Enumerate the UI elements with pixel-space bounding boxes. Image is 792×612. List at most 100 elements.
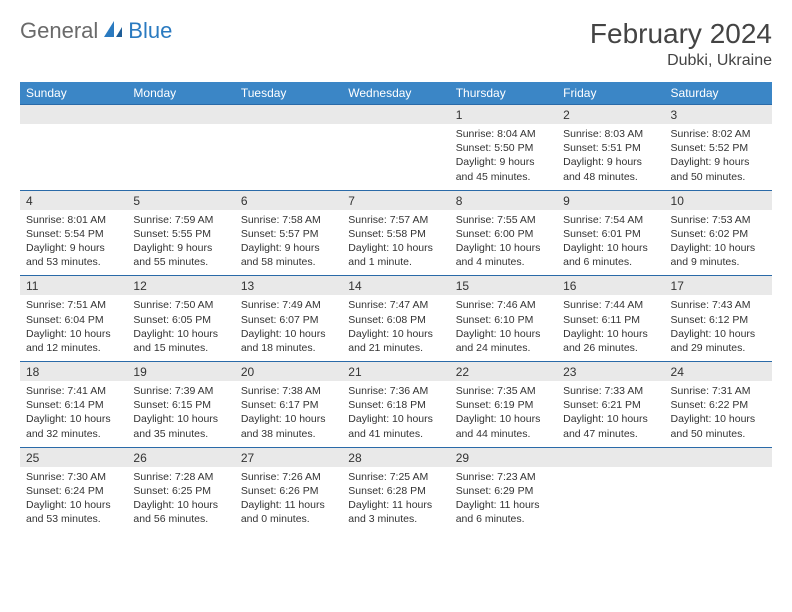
detail-line-ss: Sunset: 6:05 PM xyxy=(133,313,228,327)
detail-line-sr: Sunrise: 7:31 AM xyxy=(671,384,766,398)
detail-line-d2: and 55 minutes. xyxy=(133,255,228,269)
month-title: February 2024 xyxy=(590,18,772,50)
date-detail-cell: Sunrise: 7:54 AMSunset: 6:01 PMDaylight:… xyxy=(557,210,664,276)
page-header: General Blue February 2024 Dubki, Ukrain… xyxy=(20,18,772,70)
detail-line-d2: and 21 minutes. xyxy=(348,341,443,355)
detail-line-sr: Sunrise: 7:57 AM xyxy=(348,213,443,227)
detail-line-d2: and 45 minutes. xyxy=(456,170,551,184)
date-number-cell: 23 xyxy=(557,362,664,382)
detail-line-d2: and 50 minutes. xyxy=(671,170,766,184)
date-number-cell: 29 xyxy=(450,447,557,467)
detail-line-sr: Sunrise: 7:46 AM xyxy=(456,298,551,312)
detail-line-ss: Sunset: 6:01 PM xyxy=(563,227,658,241)
date-number-cell: 16 xyxy=(557,276,664,296)
weekday-header: Thursday xyxy=(450,82,557,105)
detail-line-ss: Sunset: 6:11 PM xyxy=(563,313,658,327)
detail-line-sr: Sunrise: 7:53 AM xyxy=(671,213,766,227)
detail-line-sr: Sunrise: 7:58 AM xyxy=(241,213,336,227)
detail-line-d2: and 32 minutes. xyxy=(26,427,121,441)
detail-line-sr: Sunrise: 7:43 AM xyxy=(671,298,766,312)
detail-line-ss: Sunset: 6:08 PM xyxy=(348,313,443,327)
detail-line-sr: Sunrise: 7:35 AM xyxy=(456,384,551,398)
detail-line-ss: Sunset: 6:07 PM xyxy=(241,313,336,327)
detail-line-sr: Sunrise: 7:54 AM xyxy=(563,213,658,227)
date-detail-cell: Sunrise: 8:01 AMSunset: 5:54 PMDaylight:… xyxy=(20,210,127,276)
date-number-cell: 3 xyxy=(665,105,772,125)
date-number-cell: 6 xyxy=(235,190,342,210)
detail-line-d1: Daylight: 10 hours xyxy=(241,327,336,341)
date-detail-cell: Sunrise: 7:57 AMSunset: 5:58 PMDaylight:… xyxy=(342,210,449,276)
date-number-cell: 13 xyxy=(235,276,342,296)
date-number-cell: 2 xyxy=(557,105,664,125)
detail-line-ss: Sunset: 6:29 PM xyxy=(456,484,551,498)
date-number-cell: 11 xyxy=(20,276,127,296)
detail-line-d2: and 4 minutes. xyxy=(456,255,551,269)
date-detail-cell: Sunrise: 7:25 AMSunset: 6:28 PMDaylight:… xyxy=(342,467,449,533)
date-number-cell: 27 xyxy=(235,447,342,467)
detail-line-d1: Daylight: 9 hours xyxy=(456,155,551,169)
detail-line-d1: Daylight: 10 hours xyxy=(456,327,551,341)
detail-line-sr: Sunrise: 7:33 AM xyxy=(563,384,658,398)
detail-line-ss: Sunset: 6:15 PM xyxy=(133,398,228,412)
detail-line-d1: Daylight: 10 hours xyxy=(241,412,336,426)
detail-line-d2: and 18 minutes. xyxy=(241,341,336,355)
date-number-cell: 24 xyxy=(665,362,772,382)
detail-line-sr: Sunrise: 7:55 AM xyxy=(456,213,551,227)
date-detail-cell: Sunrise: 7:41 AMSunset: 6:14 PMDaylight:… xyxy=(20,381,127,447)
date-number-cell: 22 xyxy=(450,362,557,382)
detail-line-d1: Daylight: 10 hours xyxy=(563,412,658,426)
date-detail-cell: Sunrise: 7:55 AMSunset: 6:00 PMDaylight:… xyxy=(450,210,557,276)
date-number-row: 45678910 xyxy=(20,190,772,210)
brand-sail-icon xyxy=(102,19,124,44)
detail-line-d2: and 50 minutes. xyxy=(671,427,766,441)
detail-line-d1: Daylight: 10 hours xyxy=(348,327,443,341)
date-number-row: 18192021222324 xyxy=(20,362,772,382)
date-number-cell: 17 xyxy=(665,276,772,296)
date-number-cell xyxy=(127,105,234,125)
date-detail-cell xyxy=(342,124,449,190)
detail-line-sr: Sunrise: 8:01 AM xyxy=(26,213,121,227)
detail-line-d1: Daylight: 9 hours xyxy=(133,241,228,255)
brand-text-general: General xyxy=(20,18,98,44)
detail-line-d1: Daylight: 9 hours xyxy=(241,241,336,255)
detail-line-ss: Sunset: 6:10 PM xyxy=(456,313,551,327)
date-detail-cell: Sunrise: 7:58 AMSunset: 5:57 PMDaylight:… xyxy=(235,210,342,276)
detail-line-ss: Sunset: 5:57 PM xyxy=(241,227,336,241)
detail-line-d1: Daylight: 10 hours xyxy=(26,412,121,426)
date-detail-cell: Sunrise: 7:43 AMSunset: 6:12 PMDaylight:… xyxy=(665,295,772,361)
detail-line-ss: Sunset: 5:55 PM xyxy=(133,227,228,241)
date-detail-cell: Sunrise: 7:30 AMSunset: 6:24 PMDaylight:… xyxy=(20,467,127,533)
date-number-cell: 28 xyxy=(342,447,449,467)
date-detail-cell: Sunrise: 7:59 AMSunset: 5:55 PMDaylight:… xyxy=(127,210,234,276)
detail-line-sr: Sunrise: 8:04 AM xyxy=(456,127,551,141)
detail-line-sr: Sunrise: 7:28 AM xyxy=(133,470,228,484)
date-number-cell xyxy=(665,447,772,467)
date-detail-row: Sunrise: 7:41 AMSunset: 6:14 PMDaylight:… xyxy=(20,381,772,447)
detail-line-sr: Sunrise: 7:25 AM xyxy=(348,470,443,484)
detail-line-sr: Sunrise: 7:30 AM xyxy=(26,470,121,484)
detail-line-sr: Sunrise: 8:02 AM xyxy=(671,127,766,141)
detail-line-ss: Sunset: 6:12 PM xyxy=(671,313,766,327)
detail-line-d2: and 24 minutes. xyxy=(456,341,551,355)
detail-line-ss: Sunset: 5:50 PM xyxy=(456,141,551,155)
detail-line-sr: Sunrise: 7:38 AM xyxy=(241,384,336,398)
detail-line-d2: and 38 minutes. xyxy=(241,427,336,441)
date-number-cell: 19 xyxy=(127,362,234,382)
detail-line-d2: and 48 minutes. xyxy=(563,170,658,184)
date-detail-row: Sunrise: 8:04 AMSunset: 5:50 PMDaylight:… xyxy=(20,124,772,190)
detail-line-d1: Daylight: 9 hours xyxy=(563,155,658,169)
detail-line-d2: and 0 minutes. xyxy=(241,512,336,526)
detail-line-sr: Sunrise: 7:23 AM xyxy=(456,470,551,484)
date-number-row: 11121314151617 xyxy=(20,276,772,296)
detail-line-sr: Sunrise: 7:36 AM xyxy=(348,384,443,398)
detail-line-ss: Sunset: 6:00 PM xyxy=(456,227,551,241)
date-detail-row: Sunrise: 7:30 AMSunset: 6:24 PMDaylight:… xyxy=(20,467,772,533)
date-detail-cell: Sunrise: 7:38 AMSunset: 6:17 PMDaylight:… xyxy=(235,381,342,447)
detail-line-d2: and 15 minutes. xyxy=(133,341,228,355)
detail-line-d1: Daylight: 10 hours xyxy=(671,241,766,255)
date-number-row: 123 xyxy=(20,105,772,125)
date-detail-row: Sunrise: 8:01 AMSunset: 5:54 PMDaylight:… xyxy=(20,210,772,276)
date-detail-cell: Sunrise: 7:35 AMSunset: 6:19 PMDaylight:… xyxy=(450,381,557,447)
detail-line-d2: and 35 minutes. xyxy=(133,427,228,441)
detail-line-d1: Daylight: 9 hours xyxy=(26,241,121,255)
